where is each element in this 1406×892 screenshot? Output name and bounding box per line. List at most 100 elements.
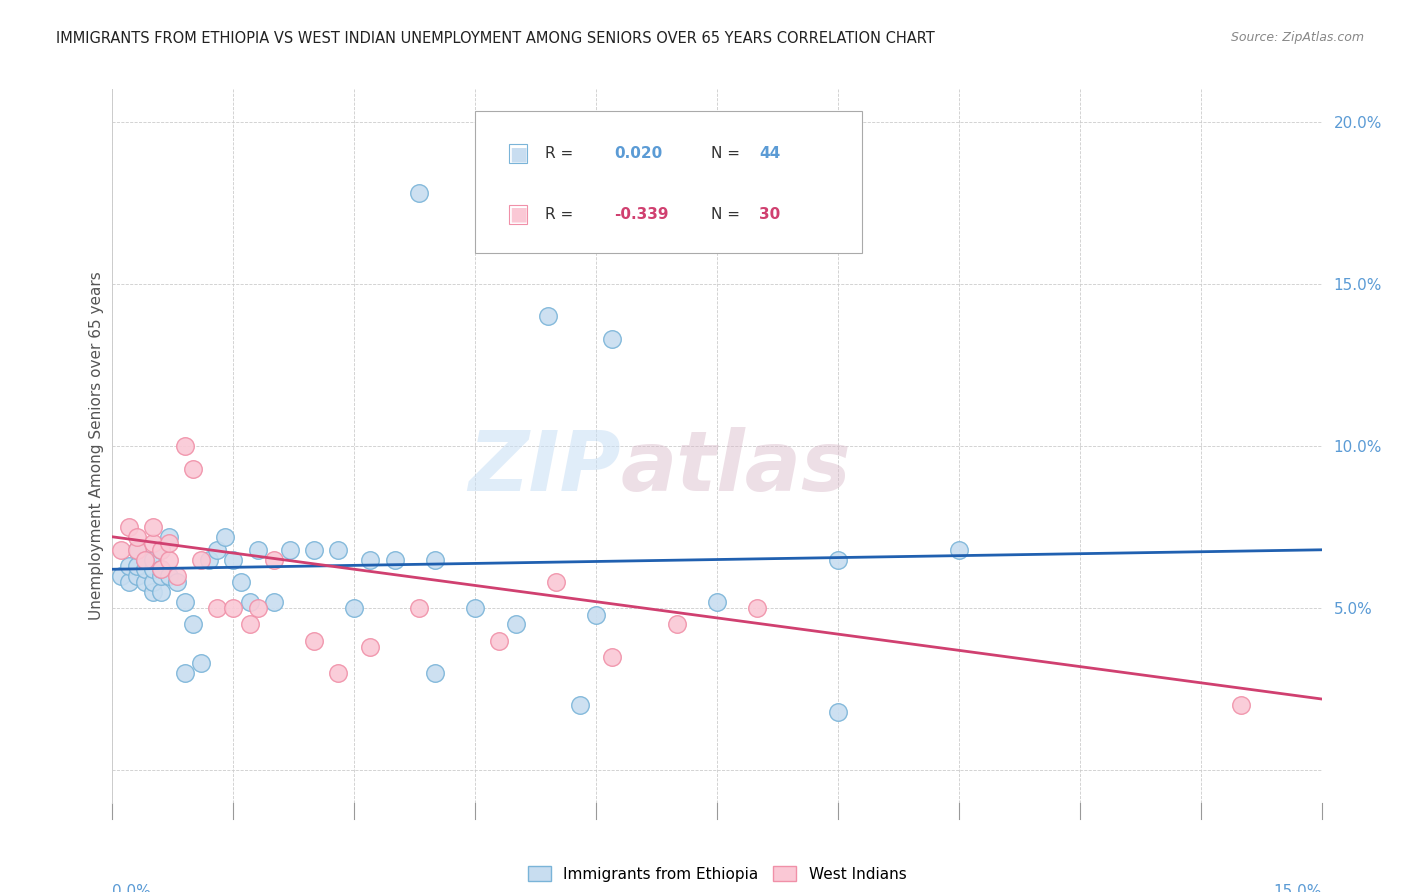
Point — [166, 575, 188, 590]
Point — [238, 617, 260, 632]
Point — [110, 568, 132, 582]
Point — [665, 617, 688, 632]
Point — [198, 552, 221, 566]
Point — [125, 542, 148, 557]
Point — [125, 530, 148, 544]
Point — [384, 552, 406, 566]
Point — [157, 536, 180, 550]
Point — [600, 332, 623, 346]
Point — [125, 559, 148, 574]
Point — [222, 552, 245, 566]
Text: 15.0%: 15.0% — [1274, 884, 1322, 892]
Point — [207, 601, 229, 615]
Text: ■: ■ — [509, 145, 527, 163]
Point — [117, 520, 139, 534]
Point — [181, 461, 204, 475]
Point — [231, 575, 253, 590]
Point — [408, 601, 430, 615]
Point — [246, 601, 269, 615]
Text: N =: N = — [711, 207, 745, 221]
Point — [166, 568, 188, 582]
Point — [328, 666, 350, 681]
Point — [263, 552, 285, 566]
Point — [149, 562, 172, 576]
Point — [190, 657, 212, 671]
Point — [600, 649, 623, 664]
Point — [125, 542, 148, 557]
Point — [190, 552, 212, 566]
Point — [110, 542, 132, 557]
Point — [505, 617, 527, 632]
Point — [747, 601, 769, 615]
Text: R =: R = — [546, 146, 578, 161]
Point — [827, 705, 849, 719]
Text: N =: N = — [711, 146, 745, 161]
Point — [537, 310, 560, 324]
Point — [142, 520, 165, 534]
Point — [134, 552, 156, 566]
Point — [302, 542, 325, 557]
Point — [149, 568, 172, 582]
Point — [174, 439, 197, 453]
Point — [214, 530, 236, 544]
Point — [142, 585, 165, 599]
Y-axis label: Unemployment Among Seniors over 65 years: Unemployment Among Seniors over 65 years — [89, 272, 104, 620]
Point — [328, 542, 350, 557]
Point — [157, 530, 180, 544]
Point — [157, 552, 180, 566]
Point — [207, 542, 229, 557]
Point — [343, 601, 366, 615]
Text: 30: 30 — [759, 207, 780, 221]
Point — [1230, 698, 1253, 713]
Point — [246, 542, 269, 557]
Point — [149, 562, 172, 576]
Point — [142, 575, 165, 590]
Point — [585, 607, 607, 622]
Text: ■: ■ — [509, 204, 527, 224]
Text: 0.0%: 0.0% — [112, 884, 152, 892]
Point — [142, 562, 165, 576]
Point — [263, 595, 285, 609]
Point — [544, 575, 567, 590]
Text: -0.339: -0.339 — [614, 207, 669, 221]
Point — [149, 542, 172, 557]
Legend: Immigrants from Ethiopia, West Indians: Immigrants from Ethiopia, West Indians — [522, 860, 912, 888]
Point — [827, 552, 849, 566]
Point — [359, 640, 381, 654]
Point — [134, 575, 156, 590]
Point — [569, 698, 592, 713]
Point — [359, 552, 381, 566]
Point — [157, 568, 180, 582]
Text: Source: ZipAtlas.com: Source: ZipAtlas.com — [1230, 31, 1364, 45]
Point — [423, 666, 446, 681]
Point — [125, 568, 148, 582]
Point — [134, 552, 156, 566]
Text: IMMIGRANTS FROM ETHIOPIA VS WEST INDIAN UNEMPLOYMENT AMONG SENIORS OVER 65 YEARS: IMMIGRANTS FROM ETHIOPIA VS WEST INDIAN … — [56, 31, 935, 46]
Point — [117, 575, 139, 590]
Point — [464, 601, 486, 615]
Point — [134, 562, 156, 576]
Point — [423, 552, 446, 566]
Point — [706, 595, 728, 609]
Point — [278, 542, 301, 557]
Point — [174, 666, 197, 681]
Point — [142, 552, 165, 566]
Point — [302, 633, 325, 648]
Point — [222, 601, 245, 615]
Text: ZIP: ZIP — [468, 427, 620, 508]
Point — [142, 536, 165, 550]
Point — [488, 633, 510, 648]
FancyBboxPatch shape — [475, 111, 862, 253]
Text: atlas: atlas — [620, 427, 851, 508]
Point — [149, 585, 172, 599]
Point — [174, 595, 197, 609]
Point — [149, 542, 172, 557]
Text: R =: R = — [546, 207, 578, 221]
Point — [408, 186, 430, 200]
Point — [181, 617, 204, 632]
Point — [238, 595, 260, 609]
Text: 0.020: 0.020 — [614, 146, 662, 161]
Point — [948, 542, 970, 557]
Point — [117, 559, 139, 574]
Text: 44: 44 — [759, 146, 780, 161]
